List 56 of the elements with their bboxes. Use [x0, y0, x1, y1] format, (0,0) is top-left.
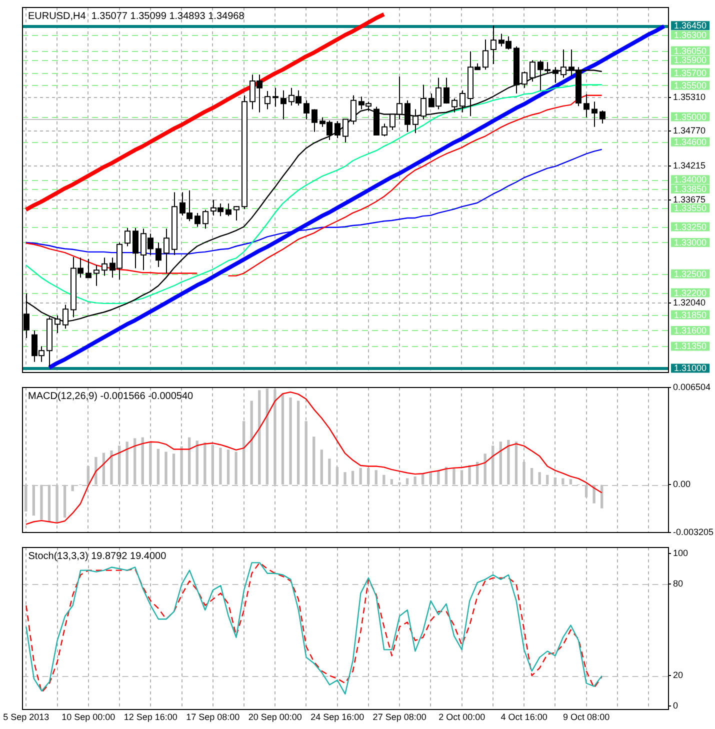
- ref-line-label: 1.36300: [674, 30, 707, 40]
- y-tick-label: 1.34770: [673, 126, 706, 136]
- bar: [468, 465, 471, 484]
- bar: [289, 397, 292, 484]
- y-tick-label: 0: [673, 700, 678, 711]
- y-tick-label: 20: [673, 670, 684, 680]
- x-tick-label: 4 Oct 16:00: [500, 712, 548, 722]
- x-tick-label: 24 Sep 16:00: [310, 712, 364, 722]
- y-tick-label: 0.00: [673, 479, 691, 490]
- bar: [328, 458, 331, 484]
- y-tick-label: 1.35310: [673, 92, 706, 102]
- y-tick-label: 100: [673, 548, 688, 558]
- ref-line-label: 1.32200: [674, 288, 707, 298]
- bar: [149, 442, 152, 484]
- bar: [219, 448, 222, 484]
- bar: [499, 442, 502, 484]
- chart-title: Stoch(13,3,3) 19.8792 19.4000: [28, 551, 167, 562]
- ref-line-label: 1.33850: [674, 184, 707, 194]
- chart-title: MACD(12,26,9) -0.001566 -0.000540: [28, 391, 194, 402]
- x-tick-label: 12 Sep 16:00: [124, 712, 178, 722]
- y-tick-label: 80: [673, 578, 684, 589]
- x-tick-label: 27 Sep 08:00: [372, 712, 426, 722]
- ref-line-label: 1.35900: [674, 55, 707, 66]
- bar: [258, 390, 261, 484]
- ref-line-label: 1.35000: [674, 112, 707, 122]
- y-tick-label: 0.006504: [673, 382, 711, 392]
- bar: [188, 437, 191, 484]
- bar: [538, 472, 541, 484]
- bar: [359, 468, 362, 484]
- ref-line-label: 1.35700: [674, 68, 707, 78]
- x-tick-label: 20 Sep 00:00: [248, 712, 302, 722]
- bar: [118, 446, 121, 484]
- ref-line-label: 1.34000: [674, 174, 707, 185]
- ref-line-label: 1.35500: [674, 80, 707, 90]
- x-tick-label: 9 Oct 08:00: [563, 712, 610, 722]
- ref-line-label: 1.33550: [674, 202, 707, 213]
- x-tick-label: 17 Sep 08:00: [186, 712, 240, 722]
- y-tick-label: 1.34215: [673, 160, 706, 171]
- ref-line-label: 1.31850: [674, 310, 707, 320]
- chart-title: EURUSD,H4 1.35077 1.35099 1.34893 1.34968: [28, 11, 245, 22]
- y-tick-label: 1.32040: [673, 297, 706, 308]
- ref-line-label: 1.31000: [674, 363, 707, 374]
- y-tick-label: 1.33675: [673, 194, 706, 205]
- ref-line-label: 1.33250: [674, 222, 707, 232]
- x-tick-label: 2 Oct 00:00: [438, 712, 486, 722]
- ref-line-label: 1.33000: [674, 237, 707, 248]
- ref-line-label: 1.36450: [674, 20, 707, 31]
- ref-line-label: 1.32500: [674, 268, 707, 279]
- x-tick-label: 10 Sep 00:00: [62, 712, 116, 722]
- ref-line-label: 1.34600: [674, 136, 707, 147]
- ref-line-label: 1.31350: [674, 341, 707, 352]
- bar: [569, 479, 572, 484]
- y-tick-label: -0.003205: [673, 527, 714, 538]
- ref-line-label: 1.31600: [674, 325, 707, 336]
- ref-line-label: 1.36050: [674, 46, 707, 56]
- x-tick-label: 5 Sep 2013: [3, 712, 50, 722]
